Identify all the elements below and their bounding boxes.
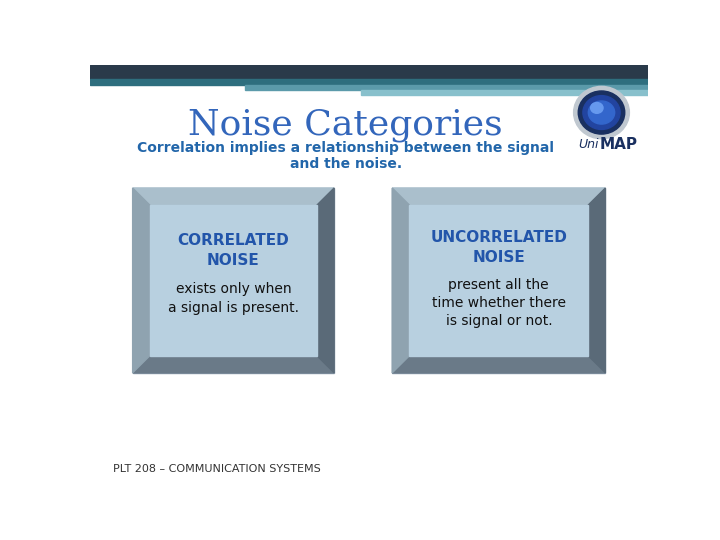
Text: MAP: MAP [600, 137, 638, 152]
Text: Noise Categories: Noise Categories [189, 108, 503, 142]
Bar [409, 205, 588, 356]
Bar [132, 188, 334, 373]
Text: UNCORRELATED
NOISE: UNCORRELATED NOISE [431, 230, 567, 265]
Bar [90, 65, 648, 79]
Text: Uni: Uni [578, 138, 598, 151]
Bar [245, 85, 648, 90]
Ellipse shape [583, 96, 620, 130]
Bar [392, 188, 606, 373]
Polygon shape [132, 356, 334, 373]
Polygon shape [132, 188, 150, 373]
Text: present all the
time whether there
is signal or not.: present all the time whether there is si… [432, 278, 566, 328]
Bar [361, 90, 648, 95]
Polygon shape [392, 188, 409, 373]
Polygon shape [132, 188, 334, 205]
Text: Correlation implies a relationship between the signal
and the noise.: Correlation implies a relationship betwe… [138, 140, 554, 171]
Text: CORRELATED
NOISE: CORRELATED NOISE [178, 233, 289, 268]
Ellipse shape [574, 86, 629, 139]
Polygon shape [392, 188, 606, 205]
Text: exists only when
a signal is present.: exists only when a signal is present. [168, 282, 299, 315]
Polygon shape [392, 356, 606, 373]
Polygon shape [588, 188, 606, 373]
Bar [90, 79, 648, 85]
Ellipse shape [578, 91, 625, 134]
Ellipse shape [588, 101, 615, 124]
Ellipse shape [590, 103, 603, 113]
Polygon shape [317, 188, 334, 373]
Text: PLT 208 – COMMUNICATION SYSTEMS: PLT 208 – COMMUNICATION SYSTEMS [113, 464, 321, 474]
Bar [150, 205, 317, 356]
